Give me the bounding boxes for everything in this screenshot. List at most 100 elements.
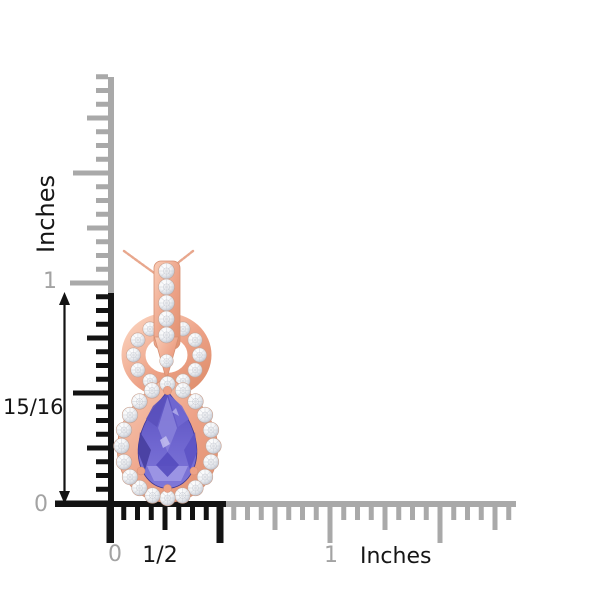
pendant bbox=[113, 249, 222, 507]
vertical-ruler-tick bbox=[87, 225, 108, 231]
diamond bbox=[158, 294, 175, 312]
horizontal-ruler-spine-gray bbox=[226, 501, 516, 507]
vertical-ruler-tick bbox=[73, 170, 108, 176]
diamond bbox=[143, 382, 161, 399]
vertical-ruler-tick bbox=[96, 431, 108, 437]
horizontal-ruler-tick bbox=[106, 507, 114, 543]
diamond bbox=[130, 362, 146, 378]
horizontal-ruler-tick bbox=[148, 507, 154, 520]
vertical-ruler-tick bbox=[96, 363, 108, 368]
vertical-ruler-spine-black bbox=[108, 293, 114, 543]
horizontal-ruler-tick bbox=[286, 507, 292, 520]
vertical-ruler-tick bbox=[96, 404, 108, 410]
horizontal-ruler-ticks bbox=[106, 507, 512, 543]
vertical-ruler-ticks bbox=[55, 74, 108, 506]
diamond bbox=[115, 421, 133, 439]
horizontal-ruler: 0 1/2 1 Inches bbox=[55, 501, 516, 569]
vertical-ruler-tick bbox=[96, 266, 108, 272]
vertical-ruler-tick bbox=[96, 294, 108, 300]
vertical-ruler-tick bbox=[96, 239, 108, 245]
vertical-ruler-tick bbox=[96, 101, 108, 107]
diamond bbox=[191, 347, 208, 363]
diamond-bail bbox=[153, 260, 181, 382]
horizontal-ruler-label-1: 1 bbox=[324, 543, 338, 568]
vertical-ruler-tick bbox=[96, 349, 108, 355]
vertical-ruler-label-0: 0 bbox=[34, 492, 48, 517]
horizontal-ruler-tick bbox=[258, 507, 264, 520]
diamond bbox=[202, 453, 220, 471]
vertical-ruler-tick bbox=[96, 321, 108, 327]
vertical-ruler-tick bbox=[73, 390, 108, 396]
horizontal-ruler-tick bbox=[327, 507, 333, 543]
horizontal-ruler-tick bbox=[355, 507, 360, 520]
diamond bbox=[113, 437, 130, 455]
diamond bbox=[115, 453, 133, 471]
tanzanite-gemstone bbox=[136, 386, 199, 493]
diamond bbox=[174, 382, 192, 399]
horizontal-ruler-tick bbox=[423, 507, 429, 520]
vertical-ruler-tick bbox=[87, 115, 108, 121]
width-measurement-label: 1/2 bbox=[142, 543, 177, 568]
horizontal-ruler-tick bbox=[162, 507, 168, 530]
height-measurement-arrow: 15/16 bbox=[3, 292, 70, 504]
diamond bbox=[121, 406, 139, 424]
vertical-ruler-tick bbox=[96, 486, 108, 492]
horizontal-ruler-tick bbox=[492, 507, 498, 530]
vertical-ruler: 1 0 Inches bbox=[32, 74, 114, 543]
vertical-ruler-tick bbox=[96, 198, 108, 203]
horizontal-ruler-tick bbox=[300, 507, 305, 520]
diamond bbox=[158, 278, 175, 296]
diamond bbox=[125, 347, 142, 363]
horizontal-ruler-tick bbox=[437, 507, 443, 543]
horizontal-ruler-tick bbox=[313, 507, 319, 520]
arrow-head-up bbox=[59, 292, 70, 305]
horizontal-ruler-tick bbox=[203, 507, 209, 520]
vertical-ruler-tick bbox=[96, 74, 108, 80]
vertical-ruler-tick bbox=[96, 88, 108, 93]
vertical-ruler-tick bbox=[96, 211, 108, 217]
horizontal-ruler-unit-label: Inches bbox=[360, 544, 431, 569]
diamond bbox=[202, 421, 220, 439]
horizontal-ruler-tick bbox=[231, 507, 237, 520]
horizontal-ruler-spine-black bbox=[55, 501, 226, 507]
horizontal-ruler-tick bbox=[478, 507, 484, 520]
vertical-ruler-label-1: 1 bbox=[43, 269, 57, 294]
arrow-head-down bbox=[59, 491, 70, 504]
diamond bbox=[187, 332, 203, 348]
vertical-ruler-unit-label: Inches bbox=[32, 175, 60, 253]
diamond bbox=[187, 393, 204, 410]
diamond bbox=[130, 332, 146, 348]
vertical-ruler-tick bbox=[96, 459, 108, 465]
horizontal-ruler-tick bbox=[368, 507, 374, 520]
vertical-ruler-tick bbox=[96, 253, 108, 258]
horizontal-ruler-tick bbox=[216, 507, 224, 543]
horizontal-ruler-tick bbox=[176, 507, 182, 520]
diamond bbox=[159, 353, 174, 369]
vertical-ruler-tick bbox=[96, 156, 108, 162]
vertical-ruler-tick bbox=[96, 143, 108, 148]
vertical-ruler-tick bbox=[96, 418, 108, 423]
vertical-ruler-tick bbox=[87, 335, 108, 341]
diamond bbox=[131, 393, 148, 410]
horizontal-ruler-tick bbox=[341, 507, 347, 520]
diamond bbox=[174, 487, 191, 504]
horizontal-ruler-tick bbox=[410, 507, 415, 520]
diamond bbox=[187, 362, 203, 378]
vertical-ruler-spine-gray bbox=[108, 77, 114, 293]
diamond bbox=[205, 437, 222, 455]
vertical-ruler-tick bbox=[87, 445, 108, 451]
horizontal-ruler-label-0: 0 bbox=[108, 542, 122, 567]
vertical-ruler-tick bbox=[96, 129, 108, 135]
diamond bbox=[158, 310, 175, 328]
horizontal-ruler-tick bbox=[396, 507, 402, 520]
horizontal-ruler-tick bbox=[121, 507, 127, 520]
horizontal-ruler-tick bbox=[272, 507, 278, 530]
diamond bbox=[158, 262, 175, 280]
vertical-ruler-tick bbox=[96, 473, 108, 478]
horizontal-ruler-tick bbox=[506, 507, 512, 520]
horizontal-ruler-tick bbox=[135, 507, 140, 520]
vertical-ruler-tick bbox=[96, 184, 108, 190]
diamond bbox=[121, 468, 139, 486]
